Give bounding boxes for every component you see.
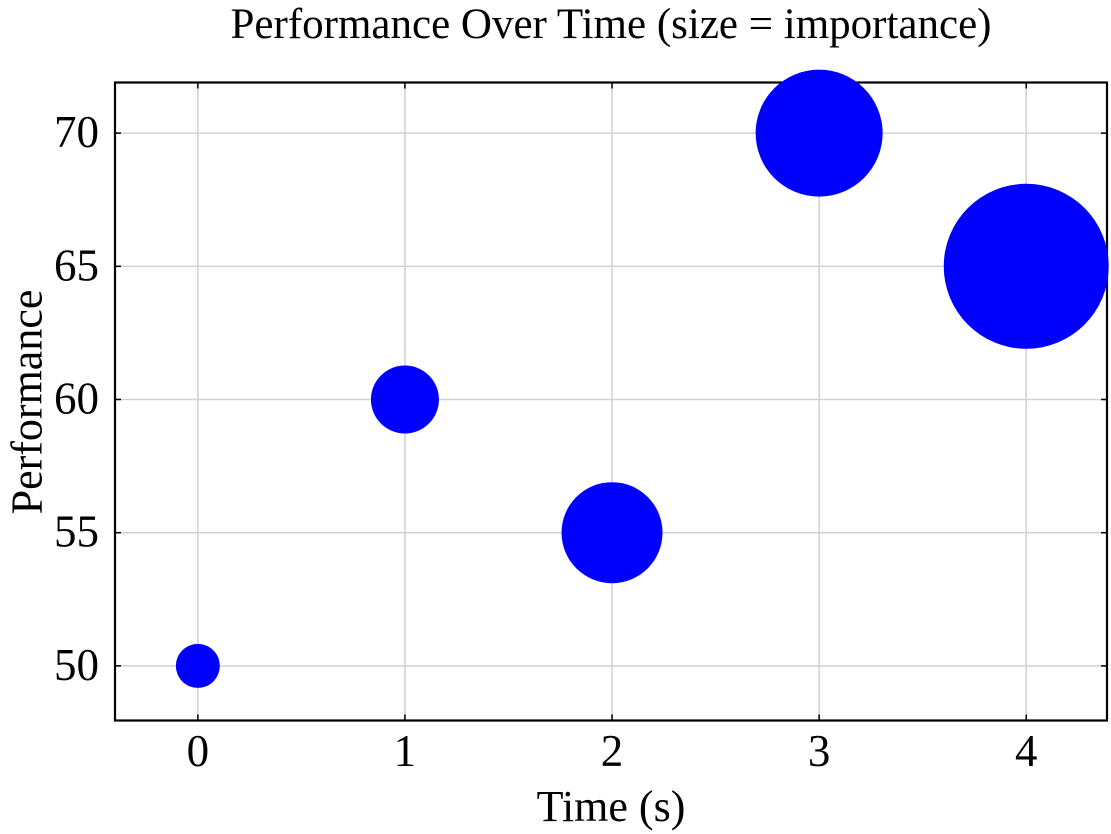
x-tick-label: 3 — [808, 726, 831, 776]
bubble-point — [370, 365, 439, 434]
x-tick-label: 2 — [601, 726, 624, 776]
bubble-point — [755, 69, 883, 197]
y-tick-label: 65 — [54, 240, 99, 290]
y-tick-label: 50 — [54, 640, 99, 690]
y-tick-label: 60 — [54, 374, 99, 424]
x-tick-label: 1 — [394, 726, 417, 776]
bubble-point — [561, 482, 663, 584]
x-axis-label: Time (s) — [536, 782, 686, 831]
x-tick-label: 4 — [1015, 726, 1038, 776]
bubble-point — [943, 183, 1109, 349]
y-tick-label: 70 — [54, 107, 99, 157]
y-tick-label: 55 — [54, 507, 99, 557]
x-tick-label: 0 — [187, 726, 210, 776]
chart-title: Performance Over Time (size = importance… — [230, 1, 992, 48]
plot-frame — [113, 81, 1109, 722]
y-axis-label: Performance — [2, 289, 52, 515]
bubble-point — [175, 643, 220, 688]
